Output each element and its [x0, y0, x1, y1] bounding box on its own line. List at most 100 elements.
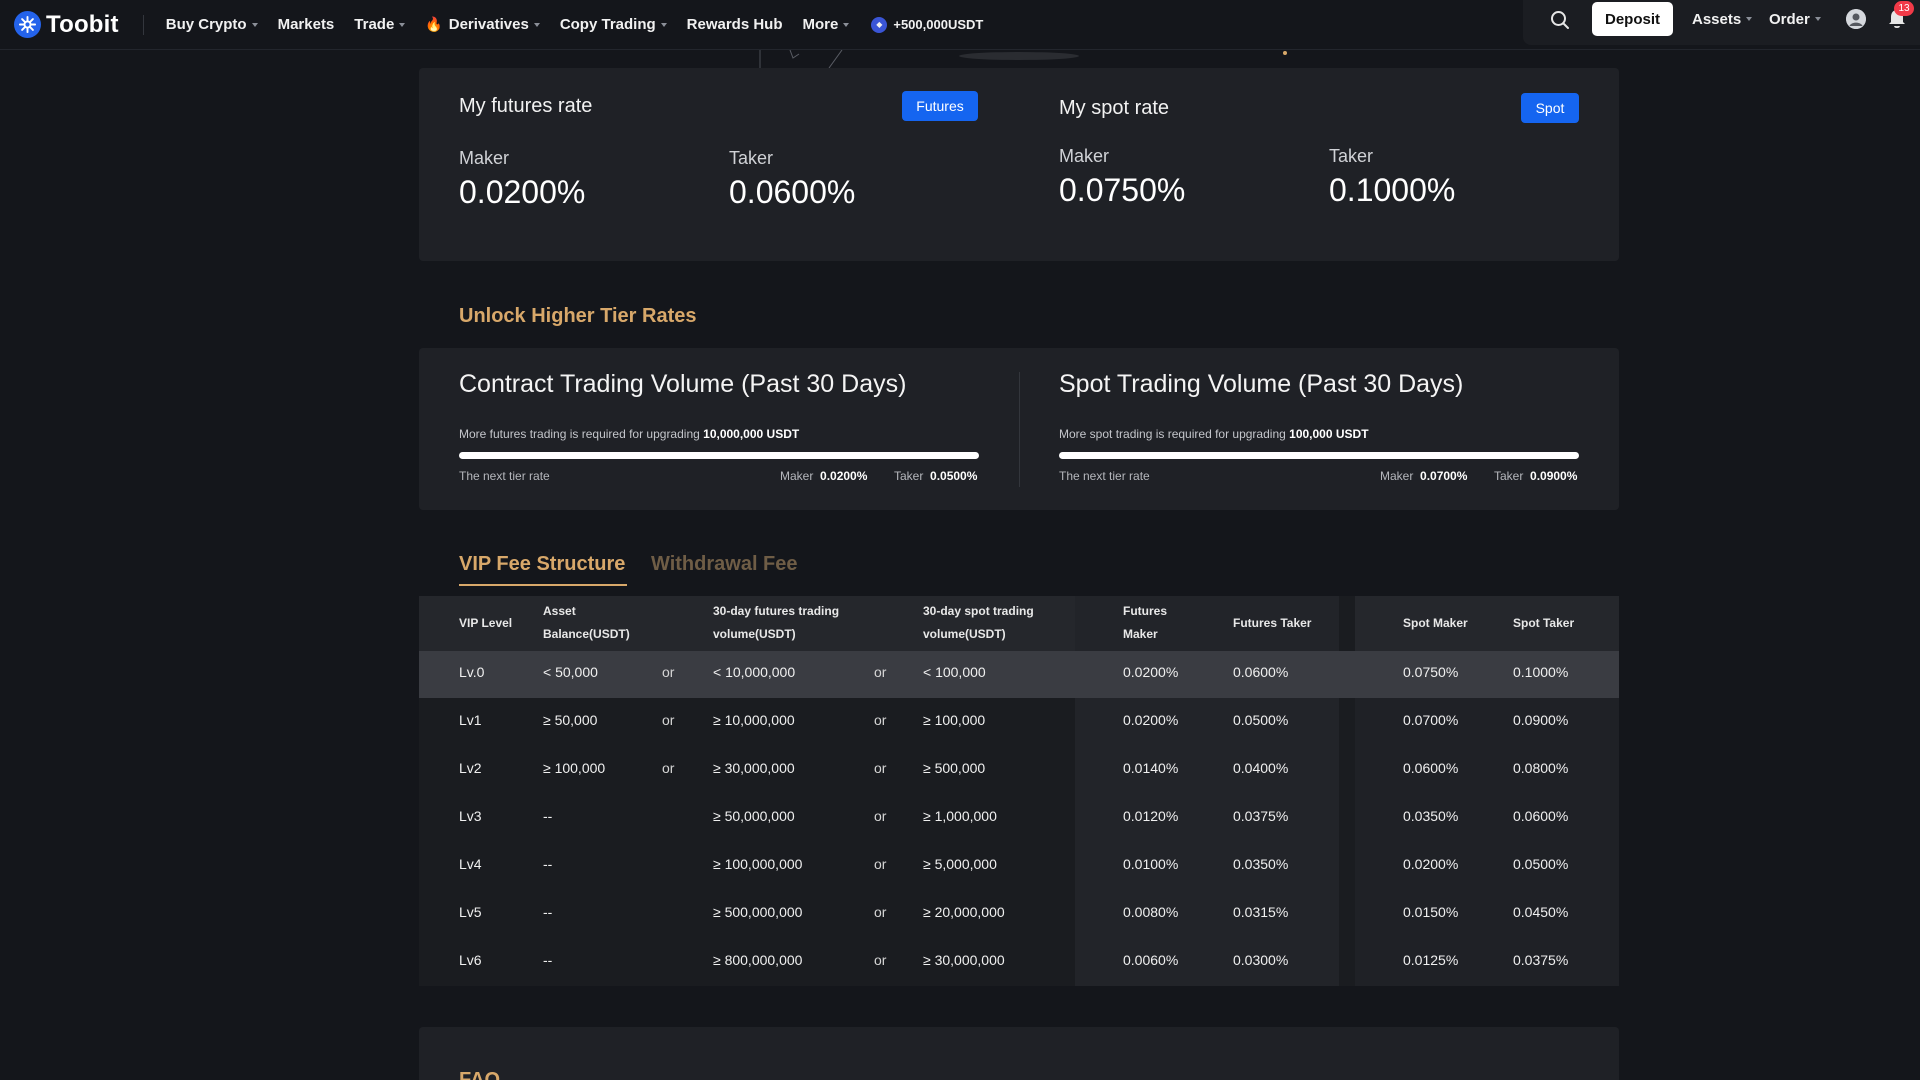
- chevron-down-icon: [251, 22, 258, 27]
- cell-spot-vol: ≥ 100,000: [923, 712, 986, 728]
- order-menu[interactable]: Order: [1769, 0, 1821, 38]
- cell-balance: --: [543, 904, 553, 920]
- brand-logo[interactable]: Toobit: [14, 0, 119, 50]
- nav-item-label: Buy Crypto: [165, 16, 247, 33]
- cell-futures-vol: ≥ 50,000,000: [713, 808, 795, 824]
- cell-f-taker: 0.0400%: [1233, 760, 1289, 776]
- nav-item-rewards-hub[interactable]: Rewards Hub: [687, 16, 783, 33]
- cell-or1: or: [662, 712, 675, 728]
- tab-vip-fee-structure[interactable]: VIP Fee Structure: [459, 553, 626, 575]
- chevron-down-icon: [533, 22, 540, 27]
- contract-next-tier-label: The next tier rate: [459, 469, 550, 483]
- futures-taker-value: 0.0600%: [729, 174, 856, 210]
- cell-or2: or: [874, 952, 887, 968]
- cell-s-maker: 0.0125%: [1403, 952, 1459, 968]
- nav-menu: Buy Crypto Markets Trade 🔥 Derivatives Copy T…: [166, 0, 870, 50]
- cell-level: Lv4: [459, 856, 482, 872]
- nav-item-trade[interactable]: Trade: [354, 16, 406, 33]
- spot-next-taker-label: Taker: [1494, 469, 1524, 483]
- cell-or2: or: [874, 904, 887, 920]
- spot-maker-label: Maker: [1059, 146, 1110, 166]
- chevron-down-icon: [399, 22, 406, 27]
- spot-volume-desc: More spot trading is required for upgrad…: [1059, 427, 1369, 441]
- contract-progress-bar: [459, 452, 979, 459]
- cell-futures-vol: ≥ 800,000,000: [713, 952, 803, 968]
- th-vip-level: VIP Level: [459, 616, 513, 630]
- assets-menu[interactable]: Assets: [1692, 0, 1753, 38]
- nav-item-buy-crypto[interactable]: Buy Crypto: [166, 16, 258, 33]
- promo-text: +500,000USDT: [893, 17, 984, 32]
- cell-balance: ≥ 100,000: [543, 760, 606, 776]
- search-icon[interactable]: [1548, 8, 1572, 32]
- futures-header-bg: [1075, 596, 1339, 651]
- contract-next-taker-value: 0.0500%: [930, 469, 978, 483]
- contract-next-maker-value: 0.0200%: [820, 469, 868, 483]
- cell-spot-vol: ≥ 20,000,000: [923, 904, 1005, 920]
- cell-f-taker: 0.0600%: [1233, 664, 1289, 680]
- futures-maker-label: Maker: [459, 148, 510, 168]
- spot-next-maker-value: 0.0700%: [1420, 469, 1468, 483]
- cell-spot-vol: ≥ 5,000,000: [923, 856, 997, 872]
- user-avatar-icon[interactable]: [1846, 9, 1866, 29]
- contract-required-amount: 10,000,000 USDT: [703, 427, 800, 441]
- cell-s-taker: 0.0375%: [1513, 952, 1569, 968]
- cell-f-taker: 0.0300%: [1233, 952, 1289, 968]
- spot-maker-value: 0.0750%: [1059, 172, 1186, 208]
- cell-level: Lv.0: [459, 664, 485, 680]
- cell-level: Lv3: [459, 808, 482, 824]
- cell-futures-vol: ≥ 100,000,000: [713, 856, 803, 872]
- contract-volume-desc: More futures trading is required for upg…: [459, 427, 799, 441]
- contract-next-taker-label: Taker: [894, 469, 924, 483]
- spot-next-taker-value: 0.0900%: [1530, 469, 1578, 483]
- spot-progress-bar: [1059, 452, 1579, 459]
- cell-s-maker: 0.0200%: [1403, 856, 1459, 872]
- cell-f-maker: 0.0200%: [1123, 712, 1179, 728]
- spot-next-maker-label: Maker: [1380, 469, 1414, 483]
- spot-button[interactable]: Spot: [1521, 93, 1579, 123]
- nav-item-derivatives[interactable]: 🔥 Derivatives: [425, 16, 540, 33]
- toobit-logo-icon: [14, 11, 41, 38]
- th-futures-maker: Futures Maker: [1123, 600, 1167, 646]
- cell-level: Lv6: [459, 952, 482, 968]
- cell-f-maker: 0.0080%: [1123, 904, 1179, 920]
- spot-volume-title: Spot Trading Volume (Past 30 Days): [1059, 370, 1464, 398]
- th-asset-balance-line1: Asset: [543, 604, 576, 618]
- current-level-row-highlight: [419, 651, 1619, 698]
- cell-s-taker: 0.1000%: [1513, 664, 1569, 680]
- cell-s-maker: 0.0150%: [1403, 904, 1459, 920]
- cell-futures-vol: < 10,000,000: [713, 664, 796, 680]
- cell-or1: or: [662, 664, 675, 680]
- contract-next-taker: Taker 0.0500%: [894, 469, 977, 483]
- spot-next-tier-label: The next tier rate: [1059, 469, 1150, 483]
- contract-next-maker-label: Maker: [780, 469, 814, 483]
- chevron-down-icon: [843, 22, 850, 27]
- cell-f-maker: 0.0100%: [1123, 856, 1179, 872]
- deposit-button[interactable]: Deposit: [1592, 2, 1673, 36]
- spot-next-taker: Taker 0.0900%: [1494, 469, 1577, 483]
- cell-f-taker: 0.0500%: [1233, 712, 1289, 728]
- brand-name: Toobit: [46, 10, 119, 38]
- nav-item-markets[interactable]: Markets: [278, 16, 335, 33]
- cell-spot-vol: ≥ 500,000: [923, 760, 986, 776]
- th-spot-maker: Spot Maker: [1403, 616, 1468, 630]
- faq-title: FAQ: [459, 1069, 501, 1080]
- spot-rate-title: My spot rate: [1059, 97, 1170, 119]
- gift-icon: ◆: [871, 16, 888, 33]
- chevron-down-icon: [1746, 17, 1753, 21]
- cell-balance: < 50,000: [543, 664, 598, 680]
- cell-f-maker: 0.0060%: [1123, 952, 1179, 968]
- cell-spot-vol: ≥ 1,000,000: [923, 808, 997, 824]
- tab-withdrawal-fee[interactable]: Withdrawal Fee: [651, 553, 798, 575]
- nav-item-copy-trading[interactable]: Copy Trading: [560, 16, 667, 33]
- notification-badge: 13: [1894, 1, 1914, 16]
- nav-item-more[interactable]: More: [803, 16, 850, 33]
- th-asset-balance: Asset Balance(USDT): [543, 600, 630, 646]
- th-futures-taker: Futures Taker: [1233, 616, 1312, 630]
- th-futures-volume-line2: volume(USDT): [713, 627, 796, 641]
- promo-banner[interactable]: ◆ +500,000USDT: [871, 16, 984, 33]
- cell-s-maker: 0.0350%: [1403, 808, 1459, 824]
- cell-f-maker: 0.0200%: [1123, 664, 1179, 680]
- futures-button[interactable]: Futures: [902, 91, 978, 121]
- fire-icon: 🔥: [425, 16, 443, 32]
- cell-or2: or: [874, 808, 887, 824]
